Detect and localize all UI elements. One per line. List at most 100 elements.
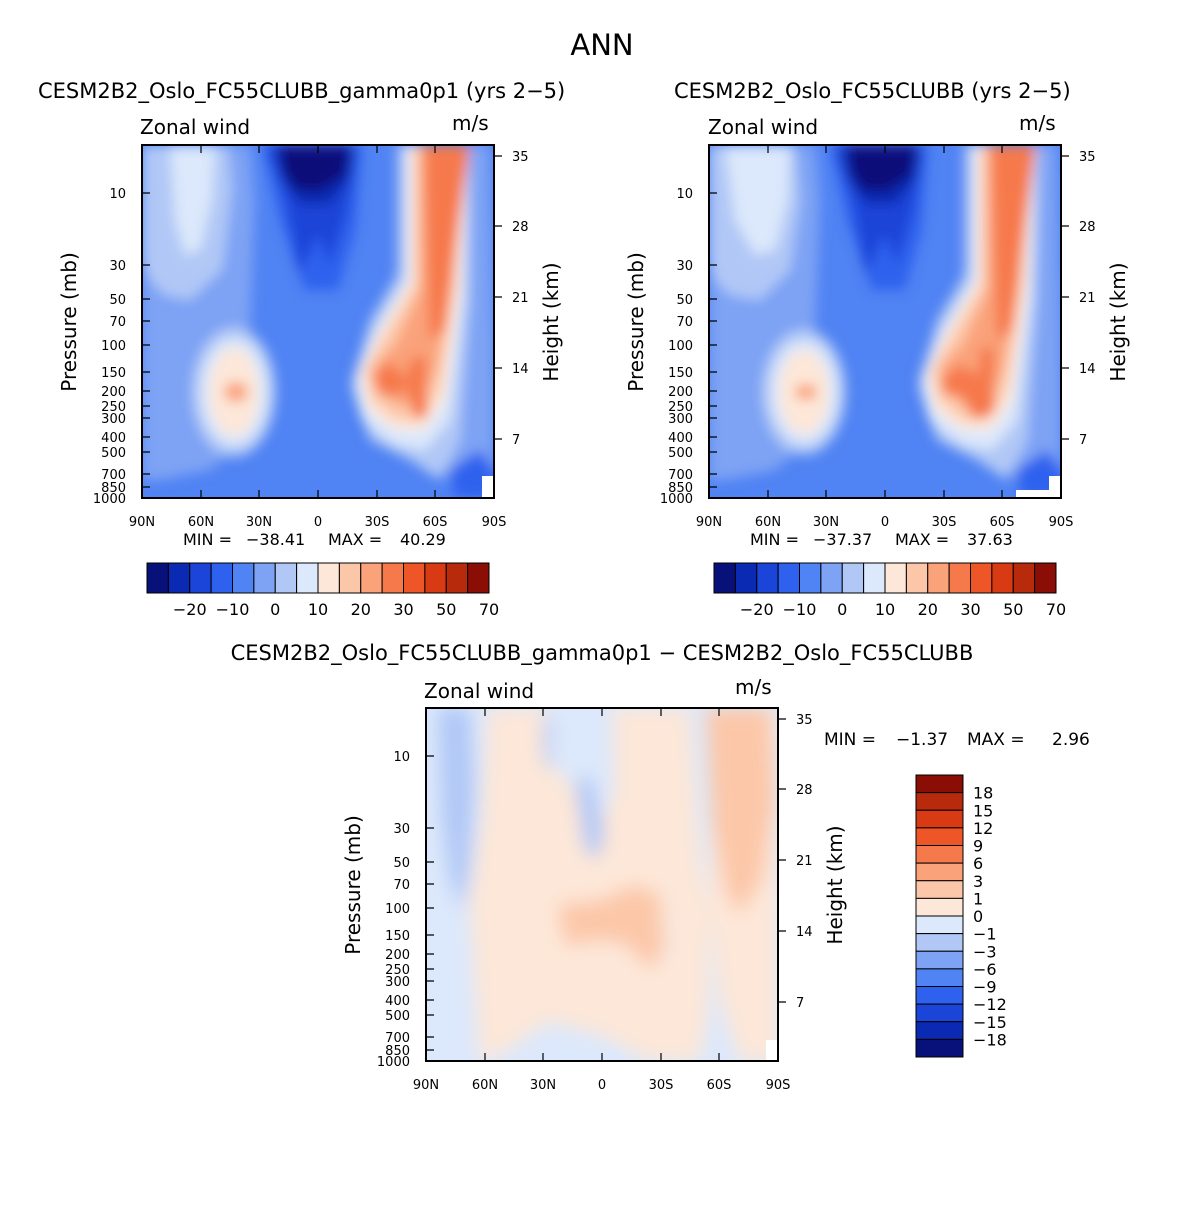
panel-1-x-ticks: 90N 60N 30N 0 30S 60S 90S <box>129 515 507 530</box>
panel-2-ylabel: Pressure (mb) <box>624 252 648 392</box>
tick-label: 30 <box>393 822 410 837</box>
panel-3-min-label: MIN = <box>824 730 876 750</box>
colorbar-swatch <box>820 562 843 594</box>
panel-1-units: m/s <box>452 111 489 135</box>
tick-label: 300 <box>668 412 693 427</box>
colorbar-label: 50 <box>1003 600 1023 619</box>
colorbar-swatch <box>1034 562 1057 594</box>
tick-label: 7 <box>1079 433 1087 448</box>
colorbar-label: 10 <box>308 600 328 619</box>
panel-2-ylabel-right: Height (km) <box>1106 262 1130 381</box>
panel-3-variable: Zonal wind <box>424 679 534 703</box>
panel-2-variable: Zonal wind <box>708 115 818 139</box>
colorbar-swatch <box>1012 562 1036 594</box>
colorbar-swatch <box>948 562 971 594</box>
colorbar-label: −15 <box>973 1013 1007 1032</box>
panel-1-min-label: MIN = <box>183 530 232 549</box>
colorbar-swatch <box>338 562 362 594</box>
colorbar-swatch <box>734 562 758 594</box>
panel-3-field <box>426 708 778 1061</box>
colorbar-swatch <box>915 1003 964 1023</box>
colorbar-label: −10 <box>216 600 250 619</box>
tick-label: 21 <box>1079 291 1096 306</box>
tick-label: 250 <box>101 400 126 415</box>
colorbar-swatch <box>915 933 964 952</box>
tick-label: 200 <box>101 385 126 400</box>
colorbar-swatch <box>210 562 233 594</box>
panel-2-y-ticks: 10 30 50 70 100 150 200 250 300 400 500 … <box>660 187 693 507</box>
panel-3-max-label: MAX = <box>967 730 1025 750</box>
tick-label: 850 <box>668 481 693 496</box>
tick-label: 30N <box>530 1078 556 1093</box>
tick-label: 700 <box>385 1031 410 1046</box>
colorbar-label: 3 <box>973 872 983 891</box>
colorbar-swatch <box>317 562 340 594</box>
tick-label: 850 <box>101 481 126 496</box>
tick-label: 90N <box>413 1078 439 1093</box>
tick-label: 400 <box>668 431 693 446</box>
tick-label: 30S <box>365 515 390 530</box>
colorbar-label: 0 <box>837 600 847 619</box>
colorbar-swatch <box>467 562 490 594</box>
tick-label: 90S <box>766 1078 791 1093</box>
colorbar-label: 12 <box>973 819 993 838</box>
panel-3-ticks <box>425 708 786 1062</box>
tick-label: 60N <box>188 515 214 530</box>
panel-2-field <box>709 145 1061 498</box>
panel-1-max-label: MAX = <box>328 530 382 549</box>
tick-label: 500 <box>385 1009 410 1024</box>
tick-label: 300 <box>385 975 410 990</box>
colorbar-swatch <box>445 562 469 594</box>
panel-1-ylabel: Pressure (mb) <box>57 252 81 392</box>
tick-label: 400 <box>101 431 126 446</box>
colorbar-swatch <box>915 897 964 917</box>
colorbar-swatch <box>274 562 298 594</box>
colorbar-label: 20 <box>918 600 938 619</box>
panel-1-y-ticks: 10 30 50 70 100 150 200 250 300 400 500 … <box>93 187 126 507</box>
colorbar-swatch <box>863 562 886 594</box>
tick-label: 200 <box>385 948 410 963</box>
colorbar-label: 1 <box>973 889 983 908</box>
colorbar-swatch <box>841 562 865 594</box>
colorbar-label: 9 <box>973 837 983 856</box>
panel-1-colorbar: −20 −10 0 10 20 30 50 70 <box>146 562 499 619</box>
tick-label: 60S <box>990 515 1015 530</box>
tick-label: 500 <box>668 446 693 461</box>
panel-1-ticks <box>141 145 502 499</box>
colorbar-label: 30 <box>393 600 413 619</box>
tick-label: 30N <box>813 515 839 530</box>
colorbar-label: −1 <box>973 925 997 944</box>
colorbar-swatch <box>991 562 1014 594</box>
panel-3-ylabel-right: Height (km) <box>823 825 847 944</box>
tick-label: 90N <box>696 515 722 530</box>
panel-3-title: CESM2B2_Oslo_FC55CLUBB_gamma0p1 − CESM2B… <box>231 641 974 666</box>
colorbar-swatch <box>146 562 169 594</box>
colorbar-swatch <box>296 562 319 594</box>
tick-label: 30 <box>676 259 693 274</box>
tick-label: 30S <box>649 1078 674 1093</box>
tick-label: 70 <box>676 315 693 330</box>
panel-2-max-value: 37.63 <box>967 530 1013 549</box>
panel-1-title: CESM2B2_Oslo_FC55CLUBB_gamma0p1 (yrs 2−5… <box>38 79 565 104</box>
panel-3-x-ticks: 90N 60N 30N 0 30S 60S 90S <box>413 1078 791 1093</box>
tick-label: 90S <box>482 515 507 530</box>
tick-label: 700 <box>101 468 126 483</box>
colorbar-swatch <box>915 1038 964 1058</box>
tick-label: 200 <box>668 385 693 400</box>
panel-1-variable: Zonal wind <box>140 115 250 139</box>
panel-3-y-ticks-right: 35 28 21 14 7 <box>796 713 813 1011</box>
tick-label: 400 <box>385 994 410 1009</box>
panel-1-field <box>142 145 494 498</box>
tick-label: 50 <box>676 293 693 308</box>
tick-label: 7 <box>512 433 520 448</box>
tick-label: 10 <box>393 750 410 765</box>
panel-3-min-value: −1.37 <box>896 730 948 750</box>
colorbar-swatch <box>915 827 964 846</box>
panel-2-colorbar: −20 −10 0 10 20 30 50 70 <box>713 562 1066 619</box>
colorbar-label: 70 <box>1046 600 1066 619</box>
colorbar-swatch <box>915 950 964 970</box>
colorbar-label: 10 <box>875 600 895 619</box>
colorbar-swatch <box>360 562 383 594</box>
tick-label: 10 <box>109 187 126 202</box>
tick-label: 100 <box>668 339 693 354</box>
